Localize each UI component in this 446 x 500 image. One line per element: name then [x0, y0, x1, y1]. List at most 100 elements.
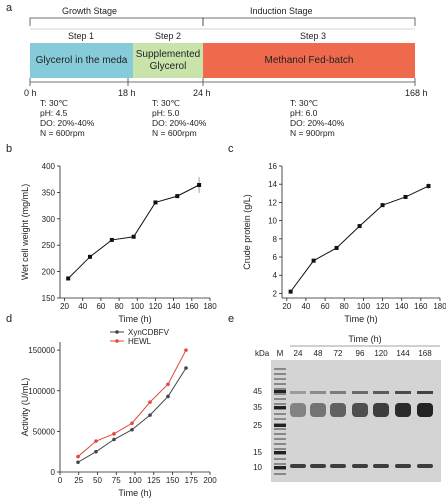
marker-band	[274, 398, 286, 400]
marker	[426, 184, 431, 189]
marker-band	[274, 463, 286, 465]
marker	[288, 289, 293, 294]
band	[395, 391, 411, 394]
band	[310, 464, 326, 468]
y-axis-label: Activity (U/mL)	[20, 378, 30, 437]
marker	[357, 224, 362, 229]
marker	[153, 200, 158, 205]
x-tick-label: 25	[74, 476, 83, 485]
legend-label: HEWL	[128, 337, 152, 346]
gel	[271, 360, 441, 482]
lane-label: 96	[356, 349, 365, 358]
lane-label: 144	[396, 349, 410, 358]
condition: N = 600rpm	[152, 128, 197, 138]
marker-band	[274, 433, 286, 435]
y-tick-label: 150	[42, 294, 56, 303]
lane-label: 168	[418, 349, 432, 358]
marker	[311, 258, 316, 263]
band	[330, 403, 346, 417]
marker-band	[274, 443, 286, 445]
marker-label: 35	[253, 403, 262, 412]
marker-band	[274, 373, 286, 375]
panel-label: a	[6, 2, 13, 14]
y-axis-label: Crude protein (g/L)	[242, 194, 252, 270]
x-tick-label: 100	[128, 476, 142, 485]
marker	[76, 460, 80, 465]
condition: T: 30℃	[290, 98, 318, 108]
band	[417, 464, 433, 468]
marker	[130, 427, 134, 432]
lane-label: 120	[374, 349, 388, 358]
x-tick-label: 40	[301, 302, 310, 311]
y-tick-label: 8	[273, 235, 278, 244]
panel-label: b	[6, 143, 12, 155]
marker	[166, 394, 170, 399]
y-tick-label: 150000	[28, 346, 55, 355]
marker-band	[274, 413, 286, 415]
marker	[130, 421, 134, 426]
condition: N = 900rpm	[290, 128, 335, 138]
time-label: 168 h	[405, 88, 428, 98]
marker-band	[274, 428, 286, 430]
stage-label: Growth Stage	[62, 6, 118, 16]
x-tick-label: 150	[166, 476, 180, 485]
step-label: Step 2	[155, 31, 182, 41]
marker-band	[274, 466, 286, 469]
condition: T: 30℃	[40, 98, 68, 108]
x-tick-label: 180	[203, 302, 217, 311]
x-tick-label: 140	[167, 302, 181, 311]
x-tick-label: 0	[58, 476, 63, 485]
condition: DO: 20%-40%	[152, 118, 207, 128]
series-line	[77, 367, 187, 463]
marker	[184, 366, 188, 370]
y-tick-label: 400	[42, 162, 56, 171]
marker-band	[274, 438, 286, 440]
x-tick-label: 40	[78, 302, 87, 311]
marker-band	[274, 390, 286, 393]
marker-band	[274, 403, 286, 405]
condition: pH: 4.5	[40, 108, 68, 118]
condition: N = 600rpm	[40, 128, 85, 138]
marker-band	[274, 473, 286, 475]
x-tick-label: 75	[112, 476, 121, 485]
band	[395, 464, 411, 468]
panel-label: d	[6, 313, 12, 325]
band	[352, 464, 368, 468]
y-tick-label: 12	[268, 198, 277, 207]
marker-band	[274, 393, 286, 395]
marker	[112, 432, 116, 436]
marker-band	[274, 378, 286, 380]
marker-band	[274, 406, 286, 409]
band	[352, 391, 368, 394]
marker-label: 10	[253, 463, 262, 472]
band	[417, 391, 433, 394]
stage-label: Induction Stage	[250, 6, 313, 16]
lane-label: 48	[314, 349, 323, 358]
band	[330, 464, 346, 468]
x-tick-label: 60	[96, 302, 105, 311]
x-tick-label: 120	[376, 302, 390, 311]
lane-label: M	[277, 349, 284, 358]
marker	[88, 254, 92, 259]
band	[373, 464, 389, 468]
band	[352, 403, 368, 417]
y-tick-label: 50000	[33, 427, 56, 436]
x-tick-label: 160	[185, 302, 199, 311]
marker	[112, 437, 116, 442]
marker-label: 25	[253, 421, 262, 430]
band	[330, 391, 346, 394]
time-label: 24 h	[193, 88, 211, 98]
x-tick-label: 50	[93, 476, 102, 485]
legend-marker	[115, 339, 119, 343]
condition: T: 30℃	[152, 98, 180, 108]
marker	[148, 400, 152, 404]
condition: pH: 6.0	[290, 108, 318, 118]
x-tick-label: 140	[395, 302, 409, 311]
band	[417, 403, 433, 417]
marker	[403, 194, 408, 199]
marker	[184, 348, 188, 352]
time-label: 18 h	[118, 88, 136, 98]
marker	[166, 382, 170, 387]
y-tick-label: 350	[42, 188, 56, 197]
